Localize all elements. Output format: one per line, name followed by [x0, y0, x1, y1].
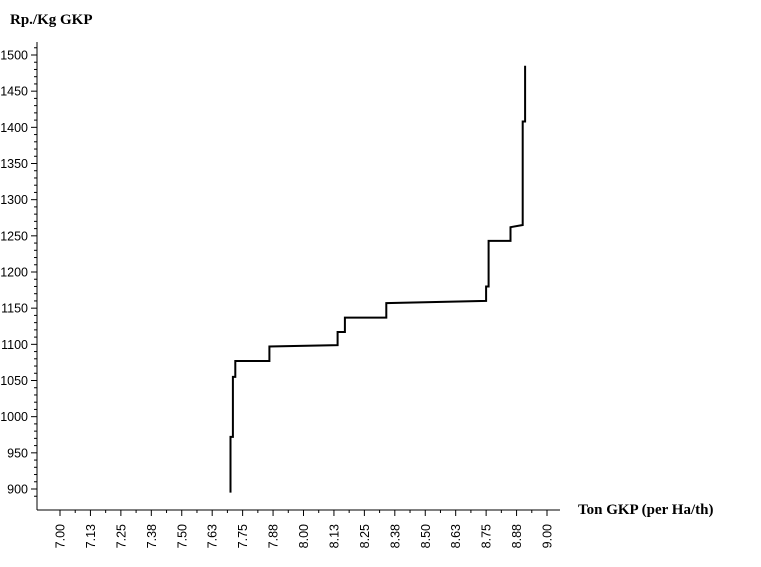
y-tick-label: 1250: [0, 229, 28, 243]
y-tick-label: 900: [7, 483, 28, 497]
x-tick-label: 8.00: [297, 524, 311, 548]
x-tick-label: 7.75: [236, 524, 250, 548]
x-tick-label: 7.63: [206, 524, 220, 548]
y-tick-label: 1450: [0, 85, 28, 99]
y-tick-label: 1100: [1, 338, 28, 352]
x-tick-label: 7.38: [145, 524, 159, 548]
x-tick-label: 9.00: [541, 524, 555, 548]
x-axis-ticks: 7.00 7.13 7.25 7.38 7.50 7.63 7.75 7.88 8.00 8.13…: [54, 510, 555, 548]
x-tick-label: 7.50: [175, 524, 189, 548]
y-tick-label: 1400: [0, 121, 28, 135]
x-axis-title: Ton GKP (per Ha/th): [578, 502, 713, 518]
series-line: [229, 65, 527, 493]
y-tick-label: 1050: [0, 374, 28, 388]
y-tick-label: 1000: [0, 410, 28, 424]
x-tick-label: 8.50: [419, 524, 433, 548]
x-tick-label: 7.00: [54, 524, 68, 548]
x-tick-label: 8.25: [358, 524, 372, 548]
y-tick-label: 1500: [0, 49, 28, 63]
y-axis-title: Rp./Kg GKP: [10, 12, 93, 28]
x-tick-label: 8.88: [510, 524, 524, 548]
x-tick-label: 7.88: [267, 524, 281, 548]
x-tick-label: 8.38: [388, 524, 402, 548]
x-tick-label: 8.63: [449, 524, 463, 548]
x-tick-label: 7.13: [84, 524, 98, 548]
y-tick-label: 1350: [0, 157, 28, 171]
y-tick-label: 1200: [0, 266, 28, 280]
y-tick-label: 1150: [1, 302, 28, 316]
x-tick-label: 8.13: [327, 524, 341, 548]
y-tick-label: 950: [7, 446, 28, 460]
y-tick-label: 1300: [0, 193, 28, 207]
x-tick-label: 8.75: [480, 524, 494, 548]
y-axis-ticks: 900 950 1000 1050 1100 1150 1200 1250 1300 1350 14…: [0, 47, 37, 497]
x-tick-label: 7.25: [114, 524, 128, 548]
